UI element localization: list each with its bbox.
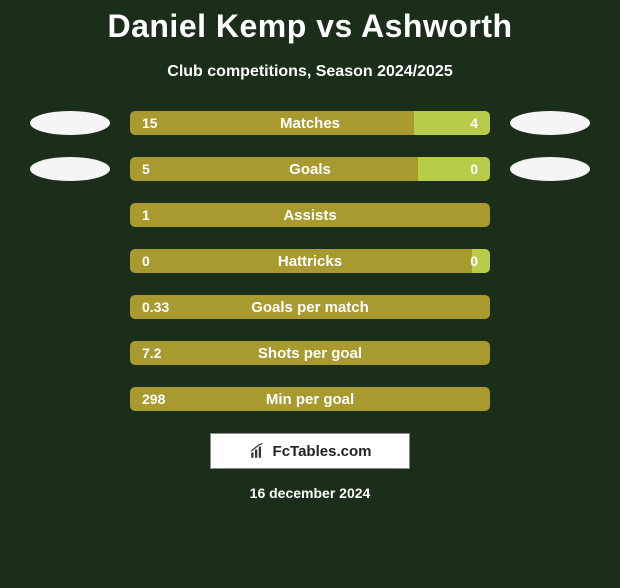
subtitle: Club competitions, Season 2024/2025 bbox=[0, 63, 620, 81]
player2-badge bbox=[510, 111, 590, 135]
stat-row: 298Min per goal bbox=[0, 387, 620, 411]
stat-bar: 00Hattricks bbox=[130, 249, 490, 273]
stat-bar: 298Min per goal bbox=[130, 387, 490, 411]
player1-segment: 1 bbox=[130, 203, 490, 227]
player1-segment: 0.33 bbox=[130, 295, 490, 319]
player1-segment: 7.2 bbox=[130, 341, 490, 365]
stat-bar: 0.33Goals per match bbox=[130, 295, 490, 319]
chart-icon bbox=[249, 442, 267, 460]
stat-row: 1Assists bbox=[0, 203, 620, 227]
player1-segment: 0 bbox=[130, 249, 472, 273]
stat-bar: 1Assists bbox=[130, 203, 490, 227]
stat-row: 50Goals bbox=[0, 157, 620, 181]
player1-badge bbox=[30, 157, 110, 181]
stat-row: 00Hattricks bbox=[0, 249, 620, 273]
player2-segment: 4 bbox=[414, 111, 490, 135]
watermark-text: FcTables.com bbox=[273, 443, 372, 460]
player2-segment: 0 bbox=[472, 249, 490, 273]
player1-segment: 5 bbox=[130, 157, 418, 181]
player2-badge bbox=[510, 157, 590, 181]
player1-segment: 15 bbox=[130, 111, 414, 135]
stat-row: 154Matches bbox=[0, 111, 620, 135]
watermark: FcTables.com bbox=[210, 433, 410, 469]
player1-badge bbox=[30, 111, 110, 135]
date-label: 16 december 2024 bbox=[0, 485, 620, 501]
comparison-chart: 154Matches 50Goals 1Assists 00Hattricks 0.33… bbox=[0, 111, 620, 411]
stat-row: 7.2Shots per goal bbox=[0, 341, 620, 365]
stat-row: 0.33Goals per match bbox=[0, 295, 620, 319]
player1-segment: 298 bbox=[130, 387, 490, 411]
stat-bar: 50Goals bbox=[130, 157, 490, 181]
stat-bar: 7.2Shots per goal bbox=[130, 341, 490, 365]
page-title: Daniel Kemp vs Ashworth bbox=[0, 8, 620, 45]
player2-segment: 0 bbox=[418, 157, 490, 181]
stat-bar: 154Matches bbox=[130, 111, 490, 135]
